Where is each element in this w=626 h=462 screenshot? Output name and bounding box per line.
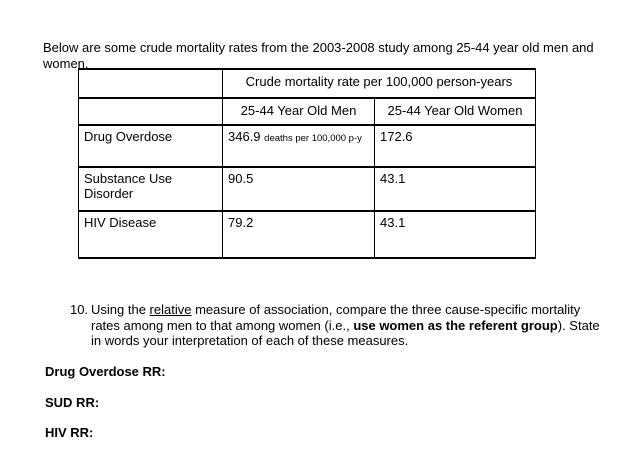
row-label: HIV Disease — [78, 210, 223, 259]
table-row-drug-overdose: Drug Overdose 346.9 deaths per 100,000 p… — [78, 124, 536, 168]
drug-overdose-rr-label: Drug Overdose RR: — [45, 364, 166, 379]
question-underlined-word: relative — [149, 302, 192, 317]
row-label: Substance Use Disorder — [78, 166, 223, 212]
hiv-rr-label: HIV RR: — [45, 425, 94, 440]
men-value-unit: deaths per 100,000 p-y — [264, 133, 362, 144]
empty-corner-cell — [78, 68, 223, 99]
men-value-cell: 346.9 deaths per 100,000 p-y — [222, 124, 375, 168]
table-header-row-title: Crude mortality rate per 100,000 person-… — [78, 68, 536, 99]
men-value: 90.5 — [228, 171, 254, 186]
question-text-segment: ). State in words your interpretation of… — [91, 317, 600, 349]
question-text-segment: measure of association, compare the thre… — [91, 302, 581, 333]
question-text-segment: Using the — [91, 302, 150, 317]
column-header-men: 25-44 Year Old Men — [222, 97, 375, 126]
men-value: 346.9 — [228, 129, 261, 144]
sud-rr-label: SUD RR: — [45, 395, 100, 410]
question-text: Using the relative measure of associatio… — [91, 302, 609, 349]
question-bold-phrase: use women as the referent group — [353, 317, 558, 333]
men-value-cell: 90.5 — [222, 166, 375, 212]
women-value-cell: 172.6 — [374, 124, 536, 168]
question-10: 10. Using the relative measure of associ… — [70, 302, 610, 349]
intro-paragraph: Below are some crude mortality rates fro… — [43, 40, 594, 71]
question-number: 10. — [70, 302, 89, 317]
women-value-cell: 43.1 — [374, 210, 536, 259]
empty-corner-cell — [78, 97, 223, 126]
table-row-hiv-disease: HIV Disease 79.2 43.1 — [78, 210, 536, 259]
row-label: Drug Overdose — [78, 124, 223, 168]
men-value-cell: 79.2 — [222, 210, 375, 259]
mortality-rates-table: Crude mortality rate per 100,000 person-… — [78, 68, 536, 259]
table-row-substance-use-disorder: Substance Use Disorder 90.5 43.1 — [78, 166, 536, 212]
column-header-women: 25-44 Year Old Women — [374, 97, 536, 126]
men-value: 79.2 — [228, 215, 254, 230]
women-value-cell: 43.1 — [374, 166, 536, 212]
table-title-cell: Crude mortality rate per 100,000 person-… — [222, 68, 536, 99]
table-header-row-groups: 25-44 Year Old Men 25-44 Year Old Women — [78, 97, 536, 126]
